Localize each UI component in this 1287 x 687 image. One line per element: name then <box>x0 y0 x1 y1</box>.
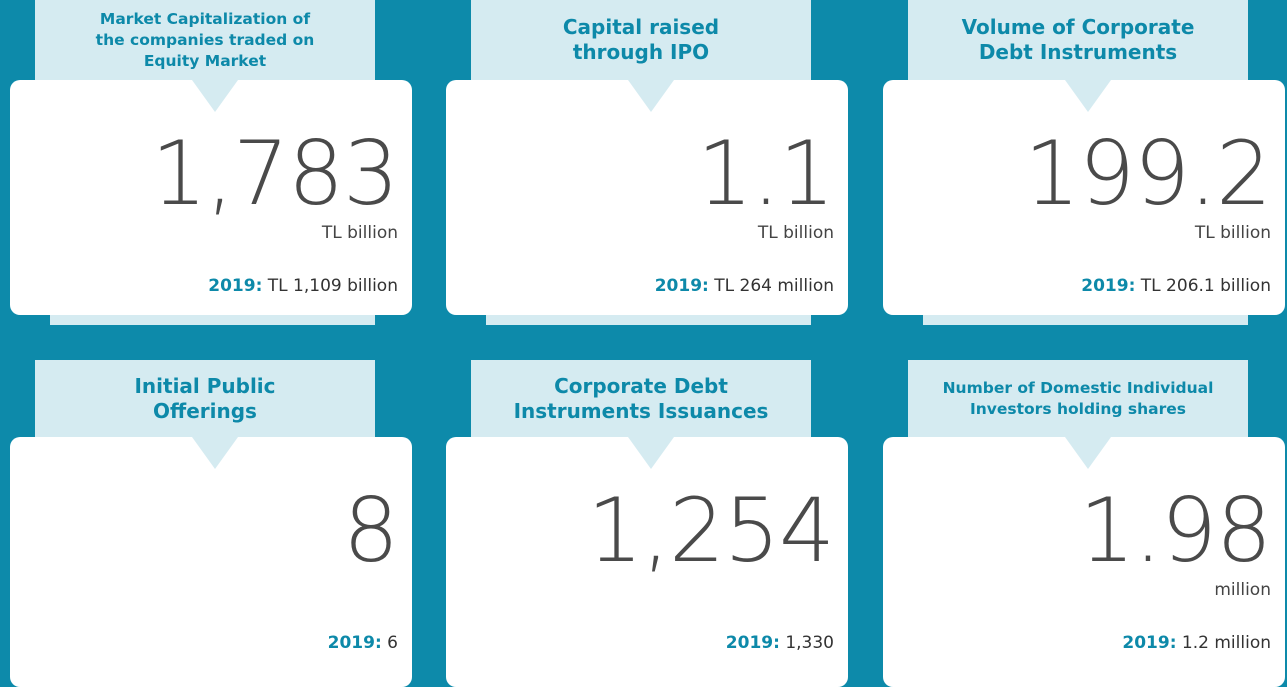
title-line: Capital raised <box>562 15 720 39</box>
title-line: Offerings <box>153 398 257 423</box>
value: 8 <box>343 479 399 582</box>
unit: TL billion <box>757 223 834 243</box>
title-line: Volume of Corporate <box>961 15 1195 39</box>
title-line: Debt Instruments <box>978 40 1178 64</box>
card: 1.98 million 2019: 1.2 million <box>883 437 1285 687</box>
card-header: Volume of Corporate Debt Instruments <box>908 0 1248 80</box>
title-line: the companies traded on <box>95 30 315 49</box>
unit: TL billion <box>1194 223 1271 243</box>
previous-value: 6 <box>387 633 398 653</box>
title-line: Instruments Issuances <box>513 398 769 423</box>
value: 1.1 <box>697 122 835 225</box>
card: 199.2 TL billion 2019: TL 206.1 billion <box>883 80 1285 315</box>
title-line: Investors holding shares <box>969 399 1186 418</box>
card: 1,254 2019: 1,330 <box>446 437 848 687</box>
card-header: Capital raised through IPO <box>471 0 811 80</box>
pointer <box>1065 80 1111 112</box>
card: 1.1 TL billion 2019: TL 264 million <box>446 80 848 315</box>
year-label: 2019: <box>1122 633 1177 653</box>
previous: 2019: 6 <box>328 633 398 653</box>
previous: 2019: 1.2 million <box>1122 633 1271 653</box>
previous-value: TL 264 million <box>714 276 834 296</box>
title-line: Corporate Debt <box>554 373 728 398</box>
title-line: Market Capitalization of <box>99 9 311 28</box>
pointer <box>192 80 238 112</box>
previous: 2019: TL 1,109 billion <box>208 276 398 296</box>
year-label: 2019: <box>208 276 263 296</box>
card-strip <box>923 315 1248 325</box>
card: 1,783 TL billion 2019: TL 1,109 billion <box>10 80 412 315</box>
previous-value: 1.2 million <box>1181 633 1271 653</box>
previous-value: 1,330 <box>785 633 834 653</box>
year-label: 2019: <box>1081 276 1136 296</box>
pointer <box>1065 437 1111 469</box>
title-line: Initial Public <box>134 373 276 398</box>
card-header: Market Capitalization of the companies tr… <box>35 0 375 80</box>
previous-value: TL 206.1 billion <box>1140 276 1271 296</box>
previous: 2019: 1,330 <box>726 633 834 653</box>
card-strip <box>50 315 375 325</box>
card-strip <box>486 315 811 325</box>
pointer <box>628 437 674 469</box>
previous: 2019: TL 206.1 billion <box>1081 276 1271 296</box>
value: 199.2 <box>1024 122 1272 225</box>
card-header: Initial Public Offerings <box>35 360 375 437</box>
previous-value: TL 1,109 billion <box>267 276 398 296</box>
title-line: Equity Market <box>143 51 267 70</box>
value: 1,254 <box>587 479 835 582</box>
year-label: 2019: <box>725 633 780 653</box>
title-line: through IPO <box>572 40 710 64</box>
unit: TL billion <box>321 223 398 243</box>
pointer <box>628 80 674 112</box>
previous: 2019: TL 264 million <box>655 276 834 296</box>
year-label: 2019: <box>327 633 382 653</box>
unit: million <box>1214 580 1271 600</box>
pointer <box>192 437 238 469</box>
card-header: Corporate Debt Instruments Issuances <box>471 360 811 437</box>
card-header: Number of Domestic Individual Investors h… <box>908 360 1248 437</box>
value: 1,783 <box>151 122 399 225</box>
card: 8 2019: 6 <box>10 437 412 687</box>
value: 1.98 <box>1079 479 1272 582</box>
title-line: Number of Domestic Individual <box>942 378 1214 397</box>
year-label: 2019: <box>654 276 709 296</box>
